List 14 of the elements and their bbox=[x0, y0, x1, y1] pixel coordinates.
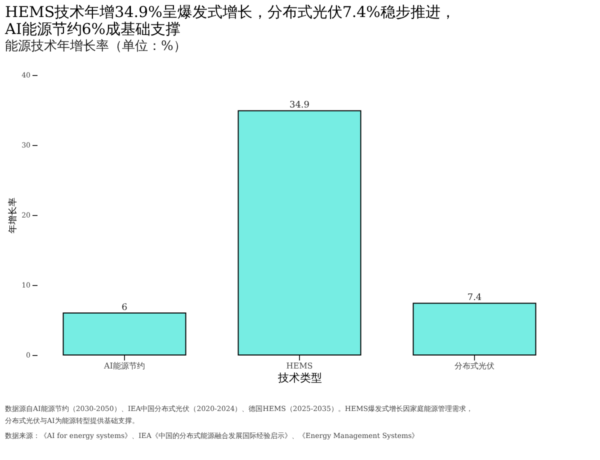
data-label: 34.9 bbox=[289, 100, 310, 111]
bar bbox=[412, 302, 536, 356]
bar bbox=[62, 312, 186, 356]
x-axis-title: 技术类型 bbox=[277, 372, 322, 384]
text: AI能源节约6%成基础支撑 bbox=[5, 20, 181, 38]
chart-subtitle: 能源技术年增长率（单位：%） bbox=[5, 38, 186, 54]
data-label: 6 bbox=[122, 303, 128, 313]
y-axis-title: 年增长率 bbox=[8, 198, 19, 234]
x-tick-label: HEMS bbox=[286, 362, 313, 370]
bar bbox=[238, 110, 362, 356]
data-label: 7.4 bbox=[467, 293, 482, 304]
text: HEMS技术年增34.9%呈爆发式增长，分布式光伏7.4%稳步推进， bbox=[5, 3, 456, 21]
x-tick-label: AI能源节约 bbox=[103, 362, 145, 370]
x-tick-label: 分布式光伏 bbox=[454, 362, 494, 370]
